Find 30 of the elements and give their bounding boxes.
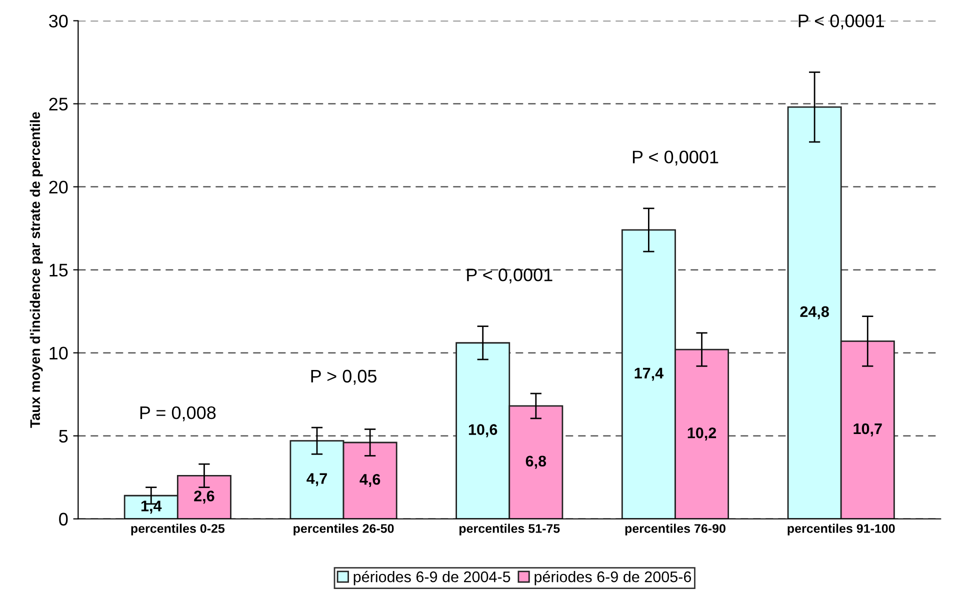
y-tick-label: 25 [49, 98, 68, 110]
annotation: P < 0,0001 [798, 14, 884, 30]
y-tick-label: 30 [49, 14, 68, 28]
y-tick-label: 20 [49, 180, 68, 194]
data-label: 6,8 [526, 456, 546, 469]
data-label: 24,8 [800, 306, 829, 320]
legend-label: périodes 6-9 de 2004-5 [354, 570, 510, 586]
annotation: P = 0,008 [140, 406, 216, 422]
data-label: 4,6 [360, 474, 380, 487]
y-tick-label: 5 [59, 430, 68, 443]
data-label: 4,7 [306, 473, 327, 486]
y-axis-title: Taux moyen d'incidence par strate de percentile [30, 112, 43, 428]
x-tick-label: percentiles 26-50 [294, 524, 394, 536]
data-label: 2,6 [194, 490, 214, 504]
data-label: 10,7 [854, 423, 882, 436]
y-tick-label: 0 [59, 512, 68, 526]
x-tick-label: percentiles 91-100 [788, 524, 895, 536]
data-label: 10,2 [688, 427, 716, 441]
y-tick-label: 10 [50, 346, 68, 360]
data-label: 17,4 [634, 368, 664, 381]
data-label: 10,6 [468, 424, 498, 438]
annotation: P < 0,0001 [632, 150, 718, 166]
y-tick-label: 15 [50, 264, 68, 277]
x-tick-label: percentiles 76-90 [625, 524, 726, 536]
data-label: 1,4 [141, 500, 162, 514]
x-tick-label: percentiles 0-25 [131, 524, 225, 536]
annotation: P < 0,0001 [467, 268, 552, 284]
annotation: P > 0,05 [311, 370, 376, 385]
x-tick-label: percentiles 51-75 [459, 524, 560, 536]
legend-label: périodes 6-9 de 2005-6 [534, 570, 692, 586]
